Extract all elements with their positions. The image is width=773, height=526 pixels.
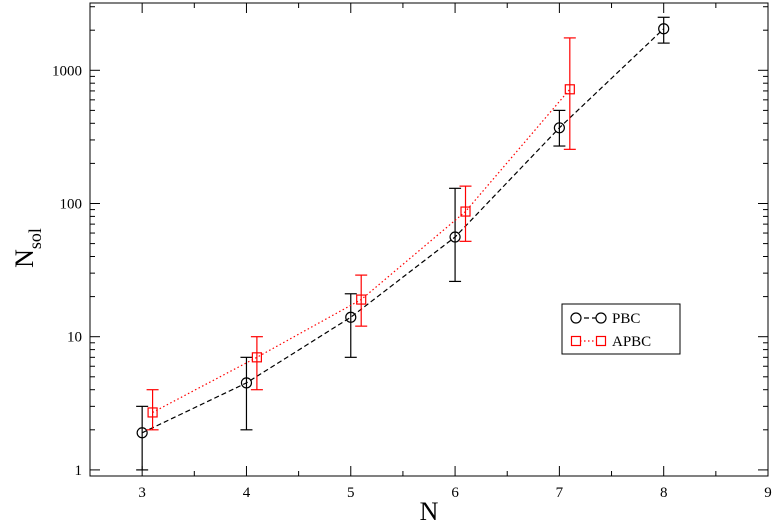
x-tick-label: 7 xyxy=(556,485,564,501)
y-axis-label-sub: sol xyxy=(25,228,45,249)
pbc-point xyxy=(553,122,565,134)
x-tick-label: 9 xyxy=(764,485,772,501)
pbc-point xyxy=(658,23,670,35)
x-axis-label: N xyxy=(420,497,439,526)
series-pbc xyxy=(136,16,670,471)
legend-pbc-marker-left xyxy=(570,312,582,324)
apbc-point xyxy=(251,352,262,363)
apbc-point xyxy=(147,407,158,418)
pbc-point xyxy=(345,311,357,323)
x-tick-label: 5 xyxy=(347,485,355,501)
y-tick-label: 10 xyxy=(67,330,82,346)
legend-apbc-marker-left xyxy=(570,335,582,347)
legend-apbc-label: APBC xyxy=(612,334,651,350)
ticks: 3 4 5 6 7 8 9 1 10 100 1000 xyxy=(52,3,772,501)
x-tick-label: 3 xyxy=(138,485,146,501)
series-apbc xyxy=(146,37,576,431)
pbc-point xyxy=(240,377,253,389)
apbc-point xyxy=(460,206,471,217)
legend-box xyxy=(561,303,681,355)
x-tick-label: 8 xyxy=(660,485,668,501)
legend-pbc-label: PBC xyxy=(612,311,640,327)
legend-pbc-marker-right xyxy=(595,312,607,324)
pbc-point xyxy=(136,427,148,439)
legend-apbc-marker-right xyxy=(595,335,607,347)
pbc-point xyxy=(449,231,461,243)
y-tick-label: 1 xyxy=(75,463,83,479)
x-tick-label: 4 xyxy=(243,485,251,501)
plot-frame xyxy=(89,2,769,477)
x-tick-label: 6 xyxy=(451,485,459,501)
series-layer xyxy=(136,16,670,471)
y-axis-label-main: N xyxy=(10,249,39,268)
apbc-line xyxy=(152,88,571,413)
y-axis-label: Nsol xyxy=(10,228,45,268)
y-tick-label: 1000 xyxy=(52,63,82,79)
y-tick-label: 100 xyxy=(60,196,83,212)
svg-text:Nsol: Nsol xyxy=(10,228,45,268)
apbc-point xyxy=(564,84,575,95)
apbc-point xyxy=(356,294,367,305)
legend: PBC APBC xyxy=(561,303,681,355)
pbc-line xyxy=(141,28,665,434)
